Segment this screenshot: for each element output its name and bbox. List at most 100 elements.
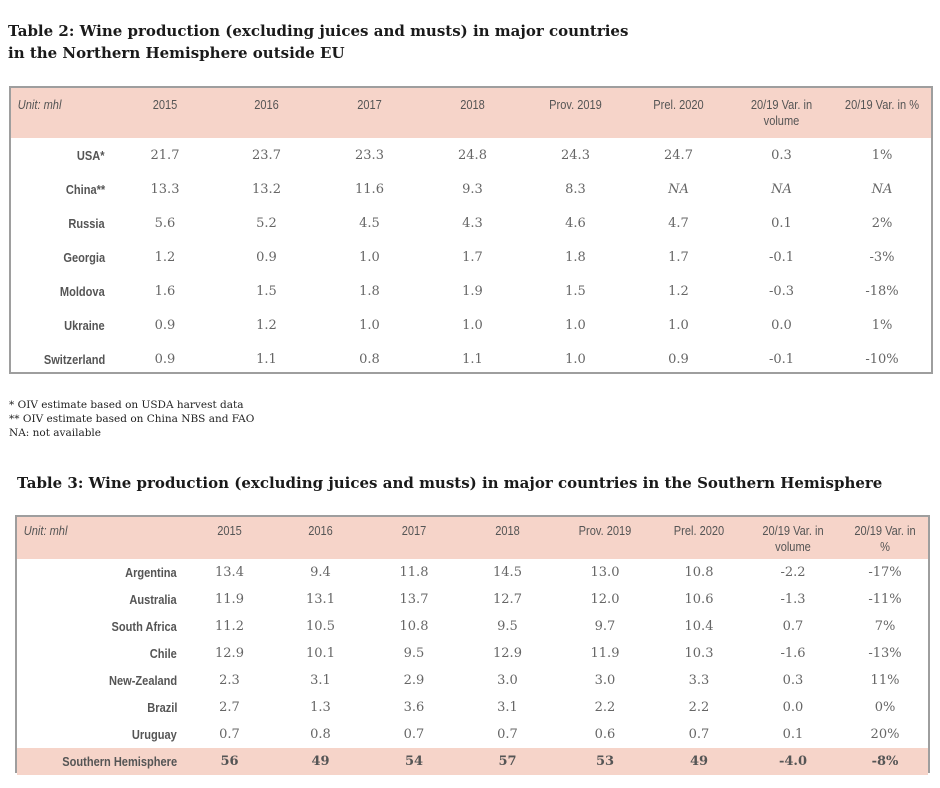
value-cell: 10.1 [306, 646, 335, 661]
country-name: Argentina [125, 565, 177, 580]
table-row: Uruguay 0.7 0.8 0.7 0.7 0.6 0.7 0.1 20% [17, 721, 928, 748]
value-cell: 10.3 [684, 646, 714, 661]
country-name: Uruguay [132, 727, 177, 742]
total-row: Southern Hemisphere 56 49 54 57 53 49 -4.0 -8% [17, 748, 928, 775]
value-cell: 1.0 [359, 249, 380, 265]
value-cell: 9.7 [594, 619, 616, 634]
value-cell: 0.7 [219, 727, 240, 742]
value-cell: 7% [874, 619, 896, 634]
value-cell: 0.8 [310, 727, 331, 742]
value-cell: 9.5 [497, 619, 518, 634]
value-cell: 2.2 [594, 700, 616, 715]
table-row: Chile 12.9 10.1 9.5 12.9 11.9 10.3 -1.6 -13% [17, 640, 928, 667]
value-cell: 21.7 [150, 147, 180, 163]
value-cell: 1.0 [565, 317, 586, 333]
country-cell: New-Zealand [17, 667, 187, 694]
column-header: 20/19 Var. in % [844, 97, 920, 112]
country-cell: USA* [11, 138, 115, 172]
value-cell: 9.4 [310, 565, 331, 580]
value-cell: 0.3 [782, 673, 804, 688]
value-cell: 11% [870, 673, 900, 688]
value-cell: 9.5 [403, 646, 425, 661]
table-row: Russia 5.6 5.2 4.5 4.3 4.6 4.7 0.1 2% [11, 206, 931, 240]
value-cell: 12.0 [590, 592, 620, 607]
column-header: Prov. 2019 [578, 523, 632, 538]
country-cell: China** [11, 172, 115, 206]
value-cell: 13.3 [150, 181, 180, 197]
value-cell: 0.3 [771, 147, 792, 163]
value-cell: 20% [870, 727, 900, 742]
table2-title: Table 2: Wine production (excluding juic… [8, 20, 648, 64]
table2-title-line2: in the Northern Hemisphere outside EU [8, 44, 345, 62]
country-name: Southern Hemisphere [62, 754, 177, 769]
value-cell: 10.6 [684, 592, 714, 607]
column-header: 20/19 Var. in volume [762, 523, 824, 554]
value-cell: 12.7 [493, 592, 522, 607]
column-header: 2016 [254, 97, 279, 112]
value-cell: 0.9 [668, 351, 689, 367]
value-cell: 4.3 [462, 215, 483, 231]
value-cell: -0.3 [768, 283, 795, 299]
value-cell: 1.2 [668, 283, 689, 299]
country-name: Georgia [63, 249, 105, 265]
value-cell: NA [871, 181, 893, 197]
value-cell: -0.1 [768, 351, 795, 367]
value-cell: 1.8 [359, 283, 380, 299]
table-row: Switzerland 0.9 1.1 0.8 1.1 1.0 0.9 -0.1 -10% [11, 342, 931, 376]
table2-notes: * OIV estimate based on USDA harvest dat… [9, 398, 254, 440]
country-cell: Georgia [11, 240, 115, 274]
value-cell: 1.0 [668, 317, 689, 333]
value-cell: 0.7 [497, 727, 518, 742]
country-cell: Ukraine [11, 308, 115, 342]
value-cell: 49 [311, 754, 330, 769]
value-cell: 1.8 [565, 249, 586, 265]
value-cell: 11.2 [215, 619, 244, 634]
table3-title: Table 3: Wine production (excluding juic… [17, 474, 883, 492]
value-cell: 1.7 [462, 249, 483, 265]
value-cell: 0.9 [256, 249, 277, 265]
value-cell: 3.1 [497, 700, 518, 715]
value-cell: 1.1 [462, 351, 483, 367]
table-row: Argentina 13.4 9.4 11.8 14.5 13.0 10.8 -2.2 -17% [17, 559, 928, 586]
country-name: New-Zealand [108, 673, 177, 688]
country-cell: Switzerland [11, 342, 115, 376]
value-cell: 11.9 [215, 592, 244, 607]
column-header: 2017 [357, 97, 382, 112]
country-cell: Brazil [17, 694, 187, 721]
value-cell: 12.9 [215, 646, 244, 661]
country-cell: Moldova [11, 274, 115, 308]
table2-header-row: Unit: mhl 2015 2016 2017 2018 Prov. 2019 Prel.… [11, 88, 931, 138]
value-cell: 2.7 [219, 700, 240, 715]
value-cell: -10% [865, 351, 899, 367]
country-name: Switzerland [43, 351, 105, 367]
value-cell: 10.8 [684, 565, 714, 580]
value-cell: 1.6 [154, 283, 176, 299]
table3-header-row: Unit: mhl 2015 2016 2017 2018 Prov. 2019 Prel.… [17, 517, 928, 559]
value-cell: -1.6 [780, 646, 806, 661]
country-name: Russia [68, 215, 105, 231]
value-cell: 0.8 [359, 351, 380, 367]
value-cell: -1.3 [780, 592, 806, 607]
value-cell: 1.0 [565, 351, 586, 367]
value-cell: -13% [868, 646, 902, 661]
column-header: 2018 [495, 523, 520, 538]
value-cell: -0.1 [768, 249, 795, 265]
country-name: South Africa [111, 619, 177, 634]
table-row: Ukraine 0.9 1.2 1.0 1.0 1.0 1.0 0.0 1% [11, 308, 931, 342]
note-china: ** OIV estimate based on China NBS and F… [9, 413, 255, 425]
value-cell: 56 [220, 754, 239, 769]
country-cell: Uruguay [17, 721, 187, 748]
country-cell: Russia [11, 206, 115, 240]
value-cell: 10.4 [684, 619, 714, 634]
column-header: 2015 [217, 523, 242, 538]
table2: Unit: mhl 2015 2016 2017 2018 Prov. 2019 Prel.… [9, 86, 933, 374]
column-header: 2018 [460, 97, 485, 112]
value-cell: -11% [868, 592, 902, 607]
column-header: Prel. 2020 [673, 523, 725, 538]
country-name: Chile [149, 646, 177, 661]
country-name: Brazil [146, 700, 177, 715]
value-cell: -3% [869, 249, 895, 265]
value-cell: 0.9 [154, 317, 176, 333]
value-cell: 5.2 [256, 215, 277, 231]
value-cell: 4.6 [565, 215, 586, 231]
